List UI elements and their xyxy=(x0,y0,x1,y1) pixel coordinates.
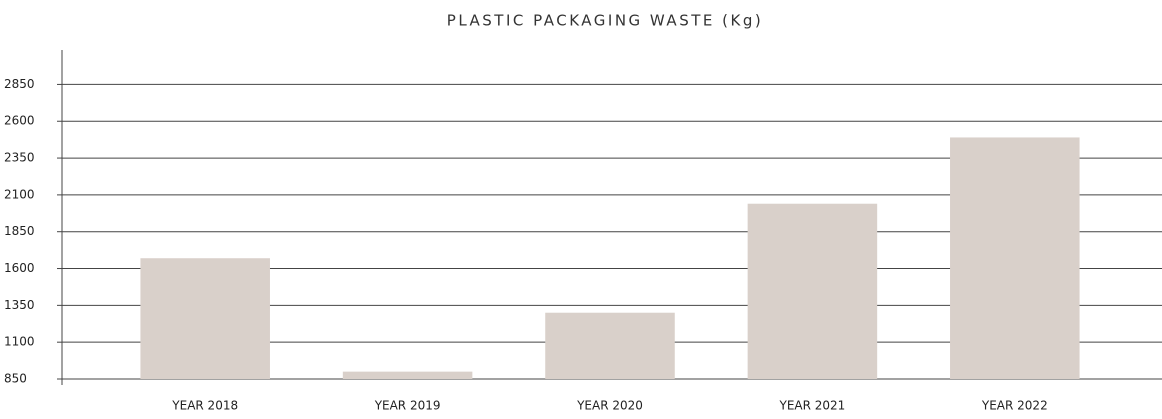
y-tick-label: 2600 xyxy=(4,114,35,128)
x-tick-label: YEAR 2022 xyxy=(981,399,1048,413)
bar xyxy=(545,312,675,379)
chart-title: PLASTIC PACKAGING WASTE (Kg) xyxy=(447,12,763,30)
x-tick-label: YEAR 2019 xyxy=(374,399,441,413)
x-tick-label: YEAR 2021 xyxy=(778,399,845,413)
x-tick-label: YEAR 2020 xyxy=(576,399,643,413)
y-tick-label: 1600 xyxy=(4,261,35,275)
bar xyxy=(342,371,473,379)
y-tick-label: 2100 xyxy=(4,187,35,201)
x-tick-label: YEAR 2018 xyxy=(171,399,238,413)
y-tick-label: 2850 xyxy=(4,77,35,91)
bar xyxy=(747,203,878,379)
y-tick-label: 2350 xyxy=(4,151,35,165)
bar xyxy=(950,137,1080,379)
y-tick-label: 850 xyxy=(4,372,27,386)
y-tick-label: 1100 xyxy=(4,335,35,349)
bar xyxy=(140,258,270,379)
y-tick-label: 1850 xyxy=(4,224,35,238)
y-tick-label: 1350 xyxy=(4,298,35,312)
